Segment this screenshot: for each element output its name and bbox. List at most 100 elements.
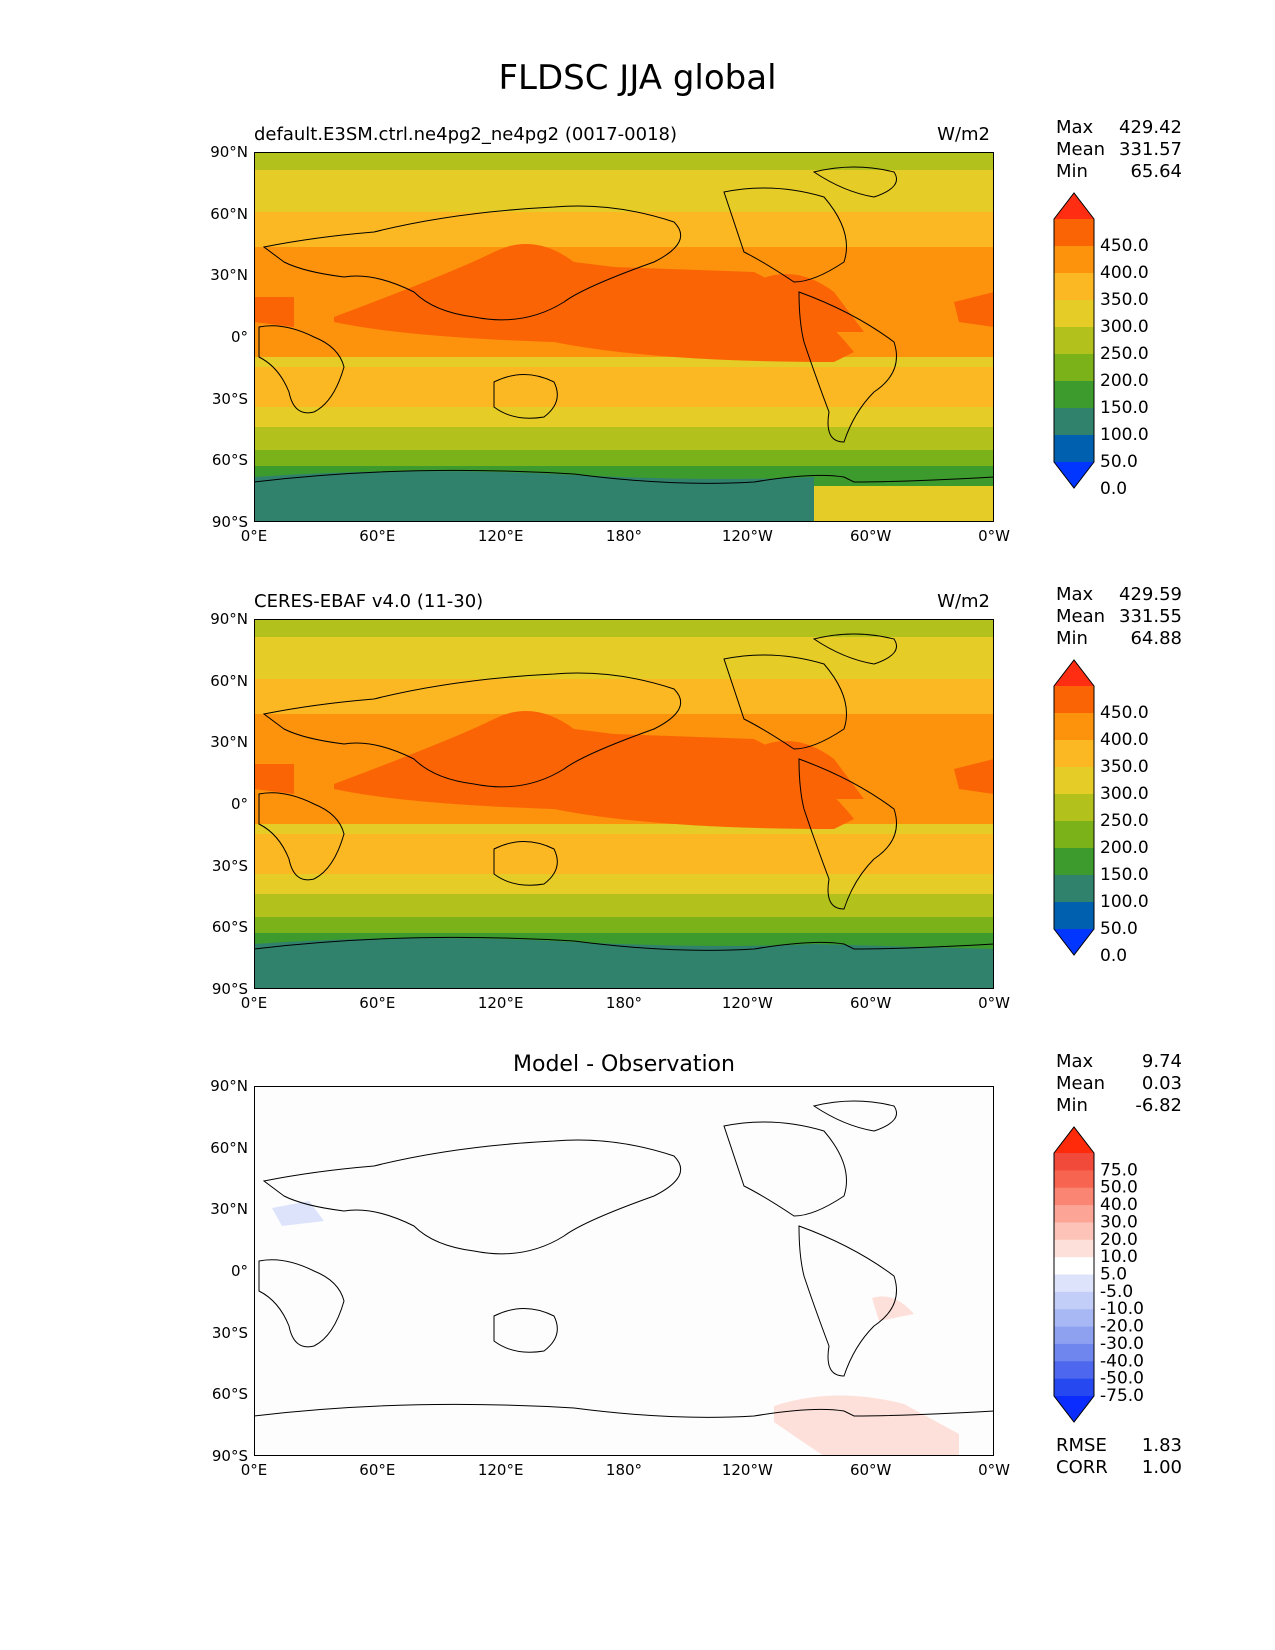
panel-2-lat-tick: 90°S: [211, 980, 248, 998]
panel-2-colorbar-segment: [1054, 686, 1094, 714]
panel-3-lon-tick: 60°E: [359, 1461, 396, 1479]
panel-1-max-value: 429.42: [1119, 117, 1182, 138]
panel-2-colorbar-segment: [1054, 767, 1094, 795]
panel-3-max-label: Max: [1056, 1051, 1094, 1072]
panel-1-map: [253, 152, 995, 522]
panel-1-max-label: Max: [1056, 117, 1094, 138]
panel-2-colorbar-label: 400.0: [1100, 730, 1149, 750]
panel-1-colorbar-label: 150.0: [1100, 398, 1149, 418]
panel-1-colorbar-segment: [1054, 408, 1094, 436]
figure-title: FLDSC JJA global: [498, 58, 777, 98]
panel-1-colorbar: 450.0 400.0 350.0 300.0 250.0 200.0 150.0 100.0…: [1053, 192, 1149, 499]
panel-1-lon-tick: 120°E: [477, 527, 524, 545]
panel-1-colorbar-segment: [1054, 219, 1094, 247]
panel-2-colorbar-segment: [1054, 848, 1094, 876]
panel-2-colorbar-label: 150.0: [1100, 865, 1149, 885]
panel-3-colorbar-segment: [1054, 1153, 1094, 1171]
panel-2-lat-tick: 90°N: [210, 610, 248, 628]
panel-2-lat-tick: 60°S: [211, 918, 248, 937]
panel-1-colorbar-segment: [1054, 354, 1094, 382]
panel-2-colorbar-label: 200.0: [1100, 838, 1149, 858]
panel-3-colorbar-label: 50.0: [1100, 1178, 1138, 1198]
panel-3-lat-tick: 90°S: [211, 1447, 248, 1465]
panel-1-lon-tick: 0°W: [978, 527, 1010, 545]
panel-2-lon-tick: 120°W: [721, 994, 773, 1012]
panel-3-corr-value: 1.00: [1141, 1457, 1182, 1478]
panel-3-lat-tick: 60°N: [210, 1138, 248, 1157]
panel-2-colorbar-segment: [1054, 875, 1094, 903]
panel-2-mean-value: 331.55: [1119, 606, 1182, 627]
panel-2-max-value: 429.59: [1119, 584, 1182, 605]
panel-1-colorbar-label: 200.0: [1100, 371, 1149, 391]
panel-2-colorbar-top-extension: [1054, 660, 1094, 686]
panel-2-colorbar-label: 350.0: [1100, 757, 1149, 777]
panel-2-colorbar-label: 250.0: [1100, 811, 1149, 831]
panel-3-lon-tick: 180°: [605, 1461, 643, 1479]
panel-2-colorbar-segment: [1054, 713, 1094, 741]
panel-1-lat-tick: 90°N: [210, 143, 248, 161]
panel-2-colorbar-segment: [1054, 740, 1094, 768]
panel-3-lon-tick: 0°W: [978, 1461, 1010, 1479]
panel-1-colorbar-top-extension: [1054, 193, 1094, 219]
panel-2-colorbar-segment: [1054, 821, 1094, 849]
panel-2-colorbar-label: 450.0: [1100, 703, 1149, 723]
panel-2-lat-tick: 60°N: [210, 671, 248, 690]
panel-3-colorbar-segment: [1054, 1274, 1094, 1293]
panel-1-lon-tick: 0°E: [240, 527, 268, 545]
panel-3-colorbar-label: -40.0: [1100, 1351, 1144, 1371]
panel-2-units: W/m2: [937, 591, 990, 612]
panel-3-map: [253, 1086, 995, 1456]
panel-3-colorbar-segment: [1054, 1205, 1094, 1223]
panel-2-colorbar-segment: [1054, 794, 1094, 822]
panel-3-colorbar-label: 40.0: [1100, 1195, 1138, 1215]
panel-2-map: [253, 619, 995, 989]
panel-1-colorbar-label: 250.0: [1100, 344, 1149, 364]
panel-2-lon-tick: 0°E: [240, 994, 268, 1012]
panel-3-colorbar-segment: [1054, 1257, 1094, 1275]
panel-2-min-value: 64.88: [1130, 628, 1182, 649]
panel-1-mean-label: Mean: [1056, 139, 1106, 160]
panel-1-lon-tick: 60°E: [359, 527, 396, 545]
panel-1-colorbar-segment: [1054, 327, 1094, 355]
panel-1-colorbar-label: 50.0: [1100, 452, 1138, 472]
panel-3-colorbar-label: -10.0: [1100, 1299, 1144, 1319]
panel-1-colorbar-label: 450.0: [1100, 236, 1149, 256]
panel-2-lon-tick: 180°: [605, 994, 643, 1012]
panel-3-corr-label: CORR: [1056, 1457, 1108, 1478]
panel-2-min-label: Min: [1056, 628, 1088, 649]
panel-3-colorbar-label: 10.0: [1100, 1247, 1138, 1267]
panel-3-min-label: Min: [1056, 1095, 1088, 1116]
panel-3-mean-label: Mean: [1056, 1073, 1106, 1094]
panel-3-colorbar-segment: [1054, 1378, 1094, 1397]
panel-1-colorbar-label: 0.0: [1100, 479, 1127, 499]
panel-3-lat-tick: 0°: [230, 1262, 248, 1280]
panel-2-lat-tick: 30°S: [211, 856, 248, 875]
panel-2-lon-tick: 120°E: [477, 994, 524, 1012]
panel-3-colorbar-segment: [1054, 1343, 1094, 1362]
panel-1-lon-tick: 180°: [605, 527, 643, 545]
panel-1-lat-tick: 30°S: [211, 389, 248, 408]
panel-3-colorbar-bottom-extension: [1054, 1396, 1094, 1422]
panel-1-units: W/m2: [937, 124, 990, 145]
panel-3-lat-tick: 30°N: [210, 1200, 248, 1219]
panel-1-lat-tick: 90°S: [211, 513, 248, 531]
panel-3-lat-tick: 60°S: [211, 1385, 248, 1404]
panel-1-min-label: Min: [1056, 161, 1088, 182]
panel-3-lon-tick: 120°W: [721, 1461, 773, 1479]
panel-3-max-value: 9.74: [1141, 1051, 1182, 1072]
panel-3-colorbar-label: -30.0: [1100, 1334, 1144, 1354]
panel-3-lon-tick: 120°E: [477, 1461, 524, 1479]
panel-3-colorbar-segment: [1054, 1291, 1094, 1310]
panel-3-colorbar-label: -75.0: [1100, 1386, 1144, 1406]
panel-1-lat-tick: 60°S: [211, 451, 248, 470]
panel-3-lat-tick: 30°S: [211, 1323, 248, 1342]
panel-1-colorbar-label: 100.0: [1100, 425, 1149, 445]
panel-2-max-label: Max: [1056, 584, 1094, 605]
panel-3-rmse-label: RMSE: [1056, 1435, 1107, 1456]
panel-3-colorbar-label: -20.0: [1100, 1317, 1144, 1337]
panel-3-lon-tick: 60°W: [849, 1461, 892, 1479]
panel-1-colorbar-label: 350.0: [1100, 290, 1149, 310]
panel-3-lat-tick: 90°N: [210, 1077, 248, 1095]
panel-1-min-value: 65.64: [1130, 161, 1182, 182]
panel-3-colorbar-top-extension: [1054, 1127, 1094, 1153]
